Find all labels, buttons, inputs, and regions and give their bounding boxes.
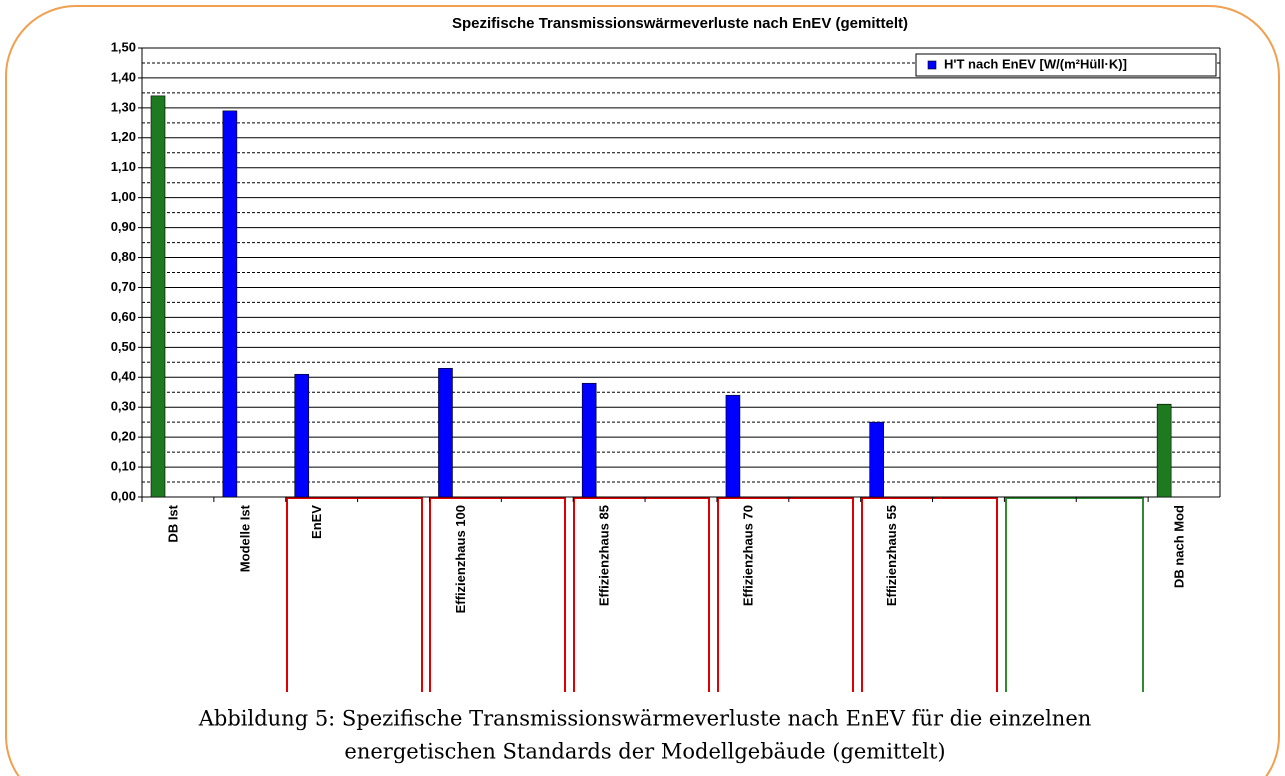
- group-boxes: [286, 497, 1144, 692]
- y-tick-label: 0,90: [111, 219, 136, 234]
- x-tick-label: Modelle Ist: [237, 504, 252, 572]
- chart-title: Spezifische Transmissionswärmeverluste n…: [452, 15, 908, 32]
- bar: [581, 382, 597, 498]
- y-tick-label: 1,30: [111, 99, 136, 114]
- caption-line: Abbildung 5: Spezifische Transmissionswä…: [198, 707, 1092, 731]
- y-tick-label: 0,00: [111, 488, 136, 503]
- legend-label: H'T nach EnEV [W/(m²Hüll·K)]: [944, 56, 1127, 71]
- y-tick-label: 0,40: [111, 369, 136, 384]
- x-tick-label: Effizienzhaus 85: [597, 505, 612, 606]
- bar: [869, 421, 884, 498]
- group-box: [861, 497, 998, 692]
- y-tick-label: 1,40: [111, 69, 136, 84]
- bar: [438, 367, 453, 498]
- x-tick-label: Effizienzhaus 70: [740, 505, 755, 606]
- y-tick-label: 0,60: [111, 309, 136, 324]
- caption-line: energetischen Standards der Modellgebäud…: [344, 740, 945, 764]
- group-box: [717, 497, 854, 692]
- x-tick-label: EnEV: [309, 505, 324, 539]
- y-tick-label: 1,10: [111, 159, 136, 174]
- group-box: [573, 497, 710, 692]
- y-tick-label: 1,50: [111, 39, 136, 54]
- bar: [1156, 403, 1172, 498]
- y-tick-label: 0,80: [111, 249, 136, 264]
- y-tick-label: 0,20: [111, 429, 136, 444]
- bar: [294, 373, 310, 498]
- legend-box: [915, 53, 1217, 77]
- x-tick-label: Effizienzhaus 55: [884, 505, 899, 606]
- y-tick-label: 1,00: [111, 189, 136, 204]
- y-tick-label: 0,30: [111, 399, 136, 414]
- bar: [222, 110, 238, 498]
- x-tick-label: Effizienzhaus 100: [453, 505, 468, 613]
- bar: [150, 95, 166, 498]
- y-tick-label: 1,20: [111, 129, 136, 144]
- legend-swatch: [927, 60, 937, 70]
- frame: [5, 5, 1280, 776]
- x-tick-label: DB nach Mod: [1172, 505, 1187, 588]
- group-box: [1005, 497, 1144, 692]
- x-tick-label: DB Ist: [165, 504, 180, 542]
- y-tick-label: 0,70: [111, 279, 136, 294]
- y-tick-label: 0,10: [111, 459, 136, 474]
- y-tick-label: 0,50: [111, 339, 136, 354]
- group-box: [286, 497, 423, 692]
- bar: [725, 394, 741, 498]
- group-box: [429, 497, 566, 692]
